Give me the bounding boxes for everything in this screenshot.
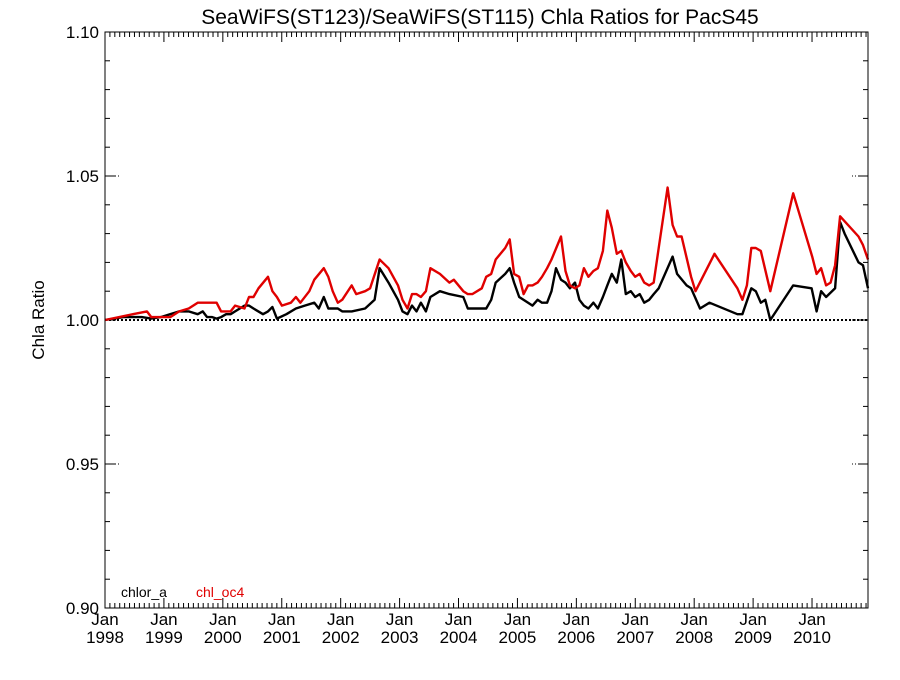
x-tick-label-month: Jan (739, 610, 766, 629)
y-tick-label: 0.95 (66, 455, 99, 474)
y-tick-label: 1.05 (66, 167, 99, 186)
y-axis-label: Chla Ratio (29, 280, 48, 359)
series-line-chl-oc4 (104, 186, 870, 322)
x-tick-label-month: Jan (504, 610, 531, 629)
x-tick-label-month: Jan (622, 610, 649, 629)
legend-label-chlor-a: chlor_a (121, 584, 167, 600)
x-tick-label-month: Jan (680, 610, 707, 629)
x-tick-label-year: 1998 (86, 628, 124, 647)
x-tick-label-year: 2000 (204, 628, 242, 647)
x-tick-label-month: Jan (209, 610, 236, 629)
legend-label-chl-oc4: chl_oc4 (196, 584, 244, 600)
x-tick-label-year: 2010 (793, 628, 831, 647)
x-tick-label-year: 2003 (381, 628, 419, 647)
series-line-chlor-a (104, 220, 870, 322)
x-tick-label-year: 2001 (263, 628, 301, 647)
x-tick-label-year: 2002 (322, 628, 360, 647)
x-tick-label-month: Jan (563, 610, 590, 629)
x-tick-label-month: Jan (798, 610, 825, 629)
y-tick-label: 1.00 (66, 311, 99, 330)
x-tick-label-year: 2004 (440, 628, 478, 647)
y-tick-label: 1.10 (66, 23, 99, 42)
series-lines (104, 186, 870, 322)
tick-labels: 0.900.951.001.051.10Jan1998Jan1999Jan200… (66, 23, 831, 647)
y-tick-label: 0.90 (66, 599, 99, 618)
x-tick-label-month: Jan (327, 610, 354, 629)
x-tick-label-year: 2009 (734, 628, 772, 647)
x-tick-label-month: Jan (150, 610, 177, 629)
x-tick-label-month: Jan (91, 610, 118, 629)
x-tick-label-year: 2007 (616, 628, 654, 647)
tick-marks (104, 31, 868, 609)
chart-title: SeaWiFS(ST123)/SeaWiFS(ST115) Chla Ratio… (201, 6, 758, 29)
x-tick-label-year: 1999 (145, 628, 183, 647)
x-tick-label-month: Jan (268, 610, 295, 629)
x-tick-label-year: 2005 (499, 628, 537, 647)
x-tick-label-month: Jan (386, 610, 413, 629)
plot-frame (104, 31, 869, 609)
x-tick-label-year: 2008 (675, 628, 713, 647)
x-tick-label-year: 2006 (557, 628, 595, 647)
legend: chlor_a chl_oc4 (121, 584, 244, 600)
x-tick-label-month: Jan (445, 610, 472, 629)
